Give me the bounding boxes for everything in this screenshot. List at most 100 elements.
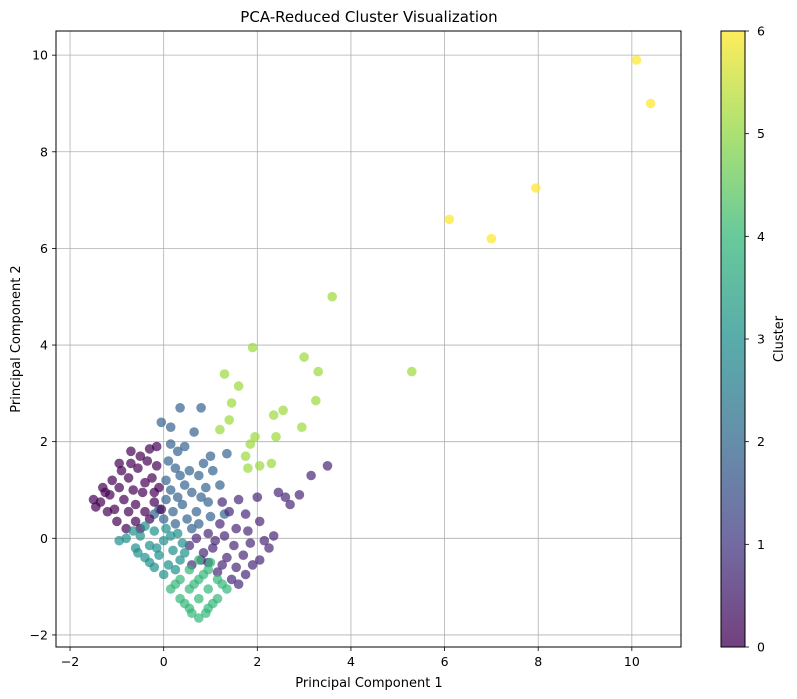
data-point-cluster-3 [128,526,138,536]
data-point-cluster-1 [208,543,218,553]
data-point-cluster-0 [144,514,155,524]
colorbar-ticks: 0 1 2 3 4 5 6 [745,24,765,655]
data-point-cluster-5 [224,415,234,425]
plot-frame [55,30,682,648]
data-point-cluster-1 [215,519,225,529]
data-point-cluster-6 [486,233,497,244]
data-point-cluster-1 [280,492,291,503]
data-point-cluster-0 [133,463,143,474]
y-tick-label: 0 [40,531,48,546]
data-point-cluster-4 [217,579,227,589]
data-point-cluster-2 [203,497,213,507]
data-point-cluster-2 [168,506,178,517]
data-point-cluster-0 [137,487,148,498]
data-point-cluster-2 [161,494,171,505]
data-point-cluster-4 [205,557,216,568]
data-point-cluster-4 [194,555,204,565]
data-point-cluster-5 [247,342,258,353]
data-point-cluster-4 [179,598,190,609]
data-point-cluster-0 [140,506,150,517]
data-point-cluster-3 [163,560,174,570]
x-tick-label: 0 [160,654,168,669]
data-point-cluster-3 [151,543,162,553]
x-tick-label: 2 [253,654,261,669]
x-tick-label: 6 [441,654,449,669]
data-point-cluster-2 [194,519,204,529]
x-tick-label: 8 [534,654,542,669]
data-point-cluster-3 [170,564,181,575]
data-point-cluster-1 [240,569,251,580]
data-point-cluster-5 [215,424,225,435]
data-point-cluster-4 [201,608,211,618]
data-point-cluster-2 [205,451,216,462]
data-point-cluster-2 [161,475,171,486]
data-point-cluster-4 [194,613,204,623]
data-point-cluster-5 [219,369,230,379]
data-point-cluster-1 [231,523,241,534]
data-point-cluster-0 [100,487,110,498]
data-point-cluster-5 [233,381,244,391]
data-point-cluster-0 [116,465,127,476]
colorbar-tick-label: 5 [757,126,765,141]
colorbar-tick-label: 6 [757,24,765,39]
data-point-cluster-2 [191,506,202,517]
data-point-cluster-4 [208,598,218,609]
data-point-cluster-0 [112,516,122,527]
data-point-cluster-2 [208,465,218,476]
data-point-cluster-2 [163,456,174,466]
data-point-cluster-1 [252,492,263,503]
data-point-cluster-3 [161,523,171,534]
x-tick-label: 10 [624,654,640,669]
data-point-cluster-2 [175,403,185,413]
data-point-cluster-3 [149,526,160,536]
data-point-cluster-6 [531,183,541,193]
data-point-cluster-2 [158,514,169,524]
data-point-cluster-0 [130,516,141,527]
y-tick-label: −2 [30,627,48,642]
data-point-cluster-1 [259,535,270,546]
data-point-cluster-0 [151,441,162,452]
data-point-cluster-6 [645,98,656,109]
data-point-cluster-5 [297,422,307,433]
data-point-cluster-5 [254,461,265,471]
data-point-cluster-4 [198,569,209,580]
data-point-cluster-1 [268,531,279,541]
data-point-cluster-1 [210,535,220,546]
data-point-cluster-1 [240,509,251,519]
data-point-cluster-2 [215,480,225,490]
data-point-cluster-0 [119,494,129,505]
data-point-cluster-3 [158,535,169,546]
data-point-cluster-2 [179,441,190,452]
data-point-cluster-4 [184,564,195,575]
x-tick-label: 4 [347,654,355,669]
data-point-cluster-5 [245,439,256,449]
data-point-cluster-1 [322,461,333,471]
data-point-cluster-0 [135,451,146,462]
data-point-cluster-5 [407,366,417,377]
data-point-cluster-1 [264,543,274,553]
data-point-cluster-5 [268,410,279,420]
data-point-cluster-0 [123,506,134,517]
y-tick-label: 6 [40,241,48,256]
data-point-cluster-4 [203,584,213,594]
data-point-cluster-5 [226,398,237,408]
data-point-cluster-1 [254,516,265,527]
data-point-cluster-1 [203,528,213,539]
data-point-cluster-2 [222,448,232,459]
data-point-cluster-1 [212,567,223,577]
data-point-cluster-0 [126,458,136,469]
data-point-cluster-1 [243,526,253,536]
colorbar-tick-label: 3 [757,332,765,347]
data-point-cluster-1 [224,506,234,517]
data-point-cluster-5 [250,432,260,442]
data-point-cluster-5 [327,291,338,302]
chart-title: PCA-Reduced Cluster Visualization [240,8,497,26]
colorbar [721,31,745,647]
data-point-cluster-3 [172,528,183,539]
data-point-cluster-3 [154,550,164,560]
axis-ticks: −2 0 2 4 6 8 10 −2 0 2 4 6 8 10 [30,48,640,669]
colorbar-label: Cluster [772,315,787,362]
data-point-cluster-2 [172,446,183,457]
data-point-cluster-0 [109,504,120,515]
data-point-cluster-4 [187,608,197,618]
